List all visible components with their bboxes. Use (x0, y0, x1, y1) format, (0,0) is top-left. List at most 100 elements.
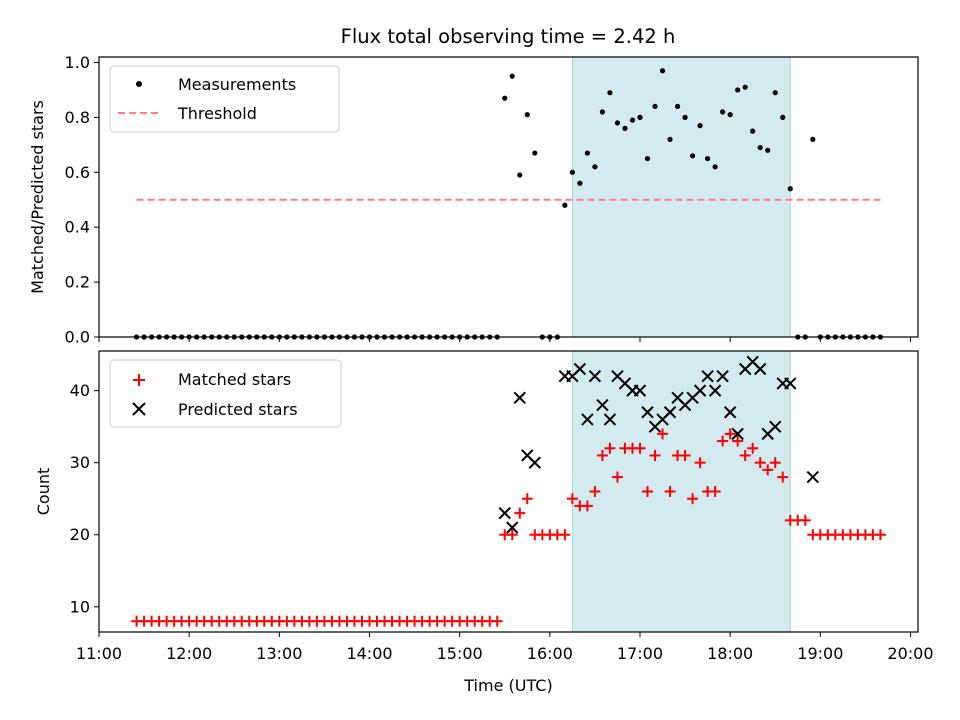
top-legend-box (109, 65, 340, 133)
predicted-stars-point (723, 406, 737, 419)
matched-stars-point (664, 486, 676, 497)
bottom-y-axis-label: Count (34, 468, 53, 516)
measurement-point (757, 144, 763, 151)
predicted-x-b (521, 449, 534, 462)
measurement-point (697, 123, 703, 129)
matched-stars-point (506, 529, 518, 541)
top-y-tick-label: 1.0 (65, 53, 90, 72)
matched-stars-point (717, 435, 729, 447)
predicted-x-b (641, 406, 654, 419)
measurement-point (682, 114, 688, 120)
matched-stars-point (611, 471, 623, 483)
bottom-y-tick-label: 40 (70, 381, 90, 400)
measurement-point (562, 202, 568, 208)
measurement-point (689, 153, 696, 159)
matched-stars-point (491, 615, 503, 627)
predicted-stars-point (708, 384, 722, 397)
predicted-stars-point (784, 377, 797, 390)
bottom-axes-frame (98, 350, 919, 633)
predicted-x-b (723, 406, 737, 419)
legend-measurements-label: Measurements (178, 75, 296, 94)
matched-stars-point (687, 493, 699, 505)
matched-stars-point (657, 428, 669, 440)
predicted-x-b (806, 470, 820, 484)
top-y-tick-label: 0.8 (65, 108, 90, 127)
matched-stars-point (604, 442, 616, 454)
measurement-point (614, 120, 621, 126)
measurement-point (644, 155, 651, 162)
predicted-stars-point (506, 521, 519, 534)
matched-stars-point (559, 529, 571, 541)
predicted-x-b (746, 355, 759, 369)
predicted-x-b (633, 384, 647, 397)
measurement-point (765, 147, 771, 153)
bottom-legend: Matched stars Predicted stars (109, 359, 342, 428)
x-tick-label: 16:00 (527, 644, 573, 663)
predicted-x-b (618, 377, 632, 390)
predicted-stars-point (498, 506, 511, 520)
predicted-x-b (513, 391, 526, 405)
predicted-stars-point (716, 370, 729, 383)
measurement-point (607, 90, 613, 96)
measurement-point (622, 125, 628, 131)
measurement-point (569, 169, 575, 175)
top-y-tick-label: 0.4 (65, 218, 90, 237)
legend-predicted-label: Predicted stars (178, 400, 298, 419)
top-y-tick-label: 0.0 (65, 328, 90, 347)
predicted-x-b (588, 370, 602, 383)
predicted-stars-point (581, 413, 594, 426)
matched-stars-point (709, 486, 721, 497)
top-axes-frame (98, 56, 919, 338)
measurement-point (705, 155, 711, 162)
predicted-x-b (596, 398, 609, 412)
x-tick-label: 12:00 (166, 644, 212, 663)
matched-stars-point (694, 457, 706, 469)
matched-stars-point (739, 449, 751, 461)
legend-matched-marker (133, 374, 145, 386)
measurement-point (712, 164, 718, 170)
x-tick-label: 11:00 (76, 644, 122, 663)
x-axis-label: Time (UTC) (463, 676, 552, 695)
x-tick-label: 13:00 (256, 644, 302, 663)
measurement-point (727, 112, 733, 118)
measurement-point (584, 150, 590, 156)
predicted-x-b (754, 362, 767, 376)
matched-stars-point (874, 529, 886, 541)
predicted-stars-point (806, 470, 820, 484)
matched-stars-point (521, 493, 533, 505)
predicted-stars-point (588, 370, 602, 383)
matched-stars-point (799, 514, 811, 526)
predicted-x-b (693, 384, 707, 397)
predicted-stars-point (641, 406, 654, 419)
matched-stars-point (679, 449, 691, 461)
predicted-x-b (671, 391, 684, 405)
measurement-point (787, 186, 793, 192)
measurement-point (532, 150, 538, 156)
measurement-point (509, 73, 515, 79)
predicted-stars-point (693, 384, 707, 397)
measurement-point (780, 114, 786, 120)
measurement-point (577, 180, 583, 186)
top-panel: 0.0 0.2 0.4 0.6 0.8 1.0 Matched/Predicted sta… (28, 53, 919, 347)
matched-stars-point (581, 500, 593, 512)
predicted-stars-point (754, 362, 767, 376)
top-y-axis-label: Matched/Predicted stars (28, 100, 47, 294)
bottom-x-ticks: 11:00 12:00 13:00 14:00 15:00 16:00 17:00 18:00… (76, 632, 934, 663)
predicted-stars-point (663, 406, 677, 419)
predicted-stars-points (498, 355, 820, 534)
predicted-x-b (769, 420, 782, 433)
x-tick-label: 15:00 (437, 644, 483, 663)
predicted-x-b (731, 427, 744, 441)
legend-matched-label: Matched stars (178, 370, 291, 389)
predicted-stars-point (596, 398, 609, 412)
measurement-point (637, 114, 643, 120)
matched-stars-point (566, 493, 578, 505)
legend-measurements-marker (136, 81, 142, 87)
matched-stars-point (777, 471, 789, 483)
bottom-y-tick-label: 30 (70, 453, 90, 472)
top-y-tick-label: 0.2 (65, 273, 90, 292)
matched-stars-point (724, 428, 736, 440)
matched-stars-point (769, 457, 781, 469)
